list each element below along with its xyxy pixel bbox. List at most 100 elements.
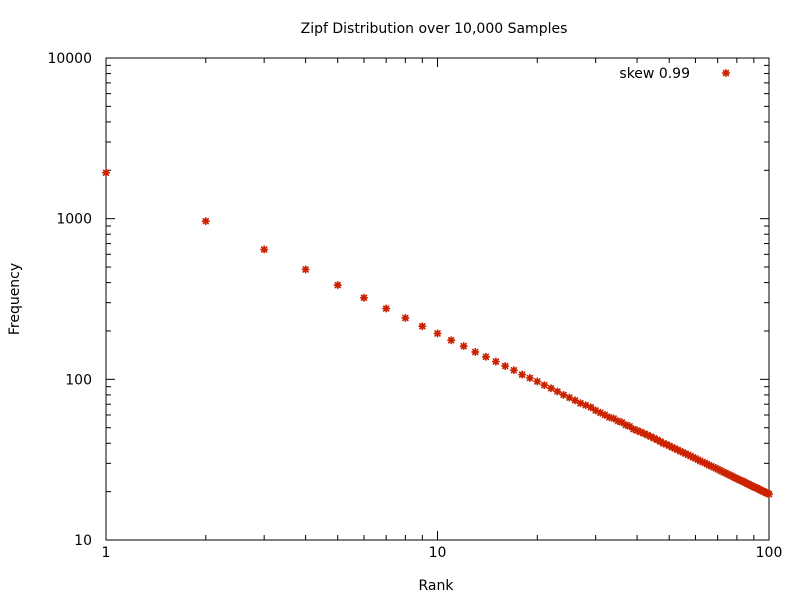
data-point-shape	[571, 396, 580, 405]
data-point-shape	[678, 448, 687, 457]
data-point-shape	[501, 361, 510, 371]
data-point	[596, 408, 605, 417]
data-point-shape	[459, 342, 468, 351]
data-point-shape	[609, 414, 618, 423]
data-point-shape	[591, 406, 600, 415]
data-point	[659, 439, 668, 448]
data-point-shape	[433, 329, 442, 338]
data-point	[471, 347, 480, 357]
data-point	[401, 313, 410, 323]
data-point	[581, 401, 590, 410]
data-point-shape	[673, 445, 682, 454]
data-point	[653, 435, 662, 444]
data-point	[359, 293, 369, 302]
legend: skew 0.99	[619, 66, 731, 82]
data-point-shape	[600, 410, 610, 420]
data-point	[491, 357, 500, 366]
y-axis-ticks: 10 100 1000 10000	[47, 51, 769, 549]
data-point-shape	[764, 490, 774, 499]
data-point	[643, 431, 652, 440]
data-point-shape	[546, 384, 556, 393]
data-point-shape	[688, 453, 698, 462]
data-point	[617, 418, 626, 427]
x-tick-label: 10	[429, 545, 447, 561]
data-point	[260, 245, 269, 254]
data-point	[518, 370, 527, 379]
data-point-shape	[509, 366, 518, 375]
data-point	[591, 406, 600, 415]
data-point-shape	[525, 373, 534, 383]
data-point-shape	[670, 444, 679, 453]
data-point-shape	[359, 293, 369, 302]
data-point	[481, 352, 490, 361]
chart-title: Zipf Distribution over 10,000 Samples	[301, 21, 568, 37]
data-point-shape	[668, 443, 677, 452]
data-point-shape	[617, 418, 626, 427]
data-point	[621, 420, 630, 430]
data-point	[382, 304, 391, 313]
legend-label: skew 0.99	[619, 66, 690, 82]
data-point	[540, 381, 549, 390]
x-tick-label: 1	[102, 545, 111, 561]
data-point-shape	[659, 439, 668, 448]
data-point-shape	[596, 408, 605, 417]
data-point	[553, 387, 562, 396]
data-point	[665, 441, 674, 450]
data-point-shape	[533, 377, 542, 386]
data-point	[609, 414, 618, 423]
data-point	[673, 445, 682, 454]
legend-point-marker-shape	[721, 68, 731, 78]
data-point	[600, 410, 610, 420]
data-point	[501, 361, 510, 371]
data-point	[670, 444, 679, 453]
data-point-shape	[333, 281, 342, 290]
data-point	[201, 217, 210, 226]
data-point-shape	[656, 437, 665, 446]
data-point-shape	[698, 457, 707, 467]
data-point	[625, 422, 634, 431]
data-point	[646, 432, 655, 441]
data-point-shape	[613, 416, 622, 426]
data-point-shape	[640, 429, 649, 438]
data-point-shape	[553, 387, 562, 396]
data-point	[433, 329, 442, 338]
data-point	[633, 426, 642, 435]
data-point	[586, 403, 595, 412]
data-point-shape	[684, 450, 693, 459]
data-point-shape	[646, 432, 655, 441]
data-point	[565, 393, 574, 402]
data-point	[613, 416, 622, 426]
data-point	[447, 336, 456, 345]
legend-point-marker	[721, 68, 731, 78]
data-point-shape	[518, 370, 527, 379]
data-point	[533, 377, 542, 386]
data-point-shape	[418, 322, 427, 331]
data-point-shape	[540, 381, 549, 390]
data-point-shape	[633, 426, 642, 435]
data-point	[693, 455, 702, 464]
data-point	[649, 434, 659, 443]
data-point-shape	[447, 336, 456, 345]
data-point	[678, 448, 687, 457]
data-point-shape	[605, 413, 614, 422]
data-point	[688, 453, 698, 462]
data-point-shape	[625, 422, 634, 431]
data-point-shape	[382, 304, 391, 313]
data-point	[576, 399, 585, 408]
x-axis-ticks: 1 10 100	[102, 58, 782, 561]
data-point	[676, 447, 685, 456]
plot-frame-group	[105, 57, 770, 541]
data-point-shape	[559, 390, 568, 399]
data-point-shape	[101, 168, 111, 177]
data-point	[301, 265, 310, 274]
data-point	[509, 366, 518, 375]
data-point	[764, 490, 774, 499]
data-point	[559, 390, 568, 399]
y-tick-label: 100	[65, 372, 92, 388]
data-point-shape	[481, 352, 490, 361]
data-point	[656, 437, 665, 446]
data-point-shape	[693, 455, 702, 464]
data-point-shape	[621, 420, 630, 430]
legend-marker	[721, 68, 731, 78]
